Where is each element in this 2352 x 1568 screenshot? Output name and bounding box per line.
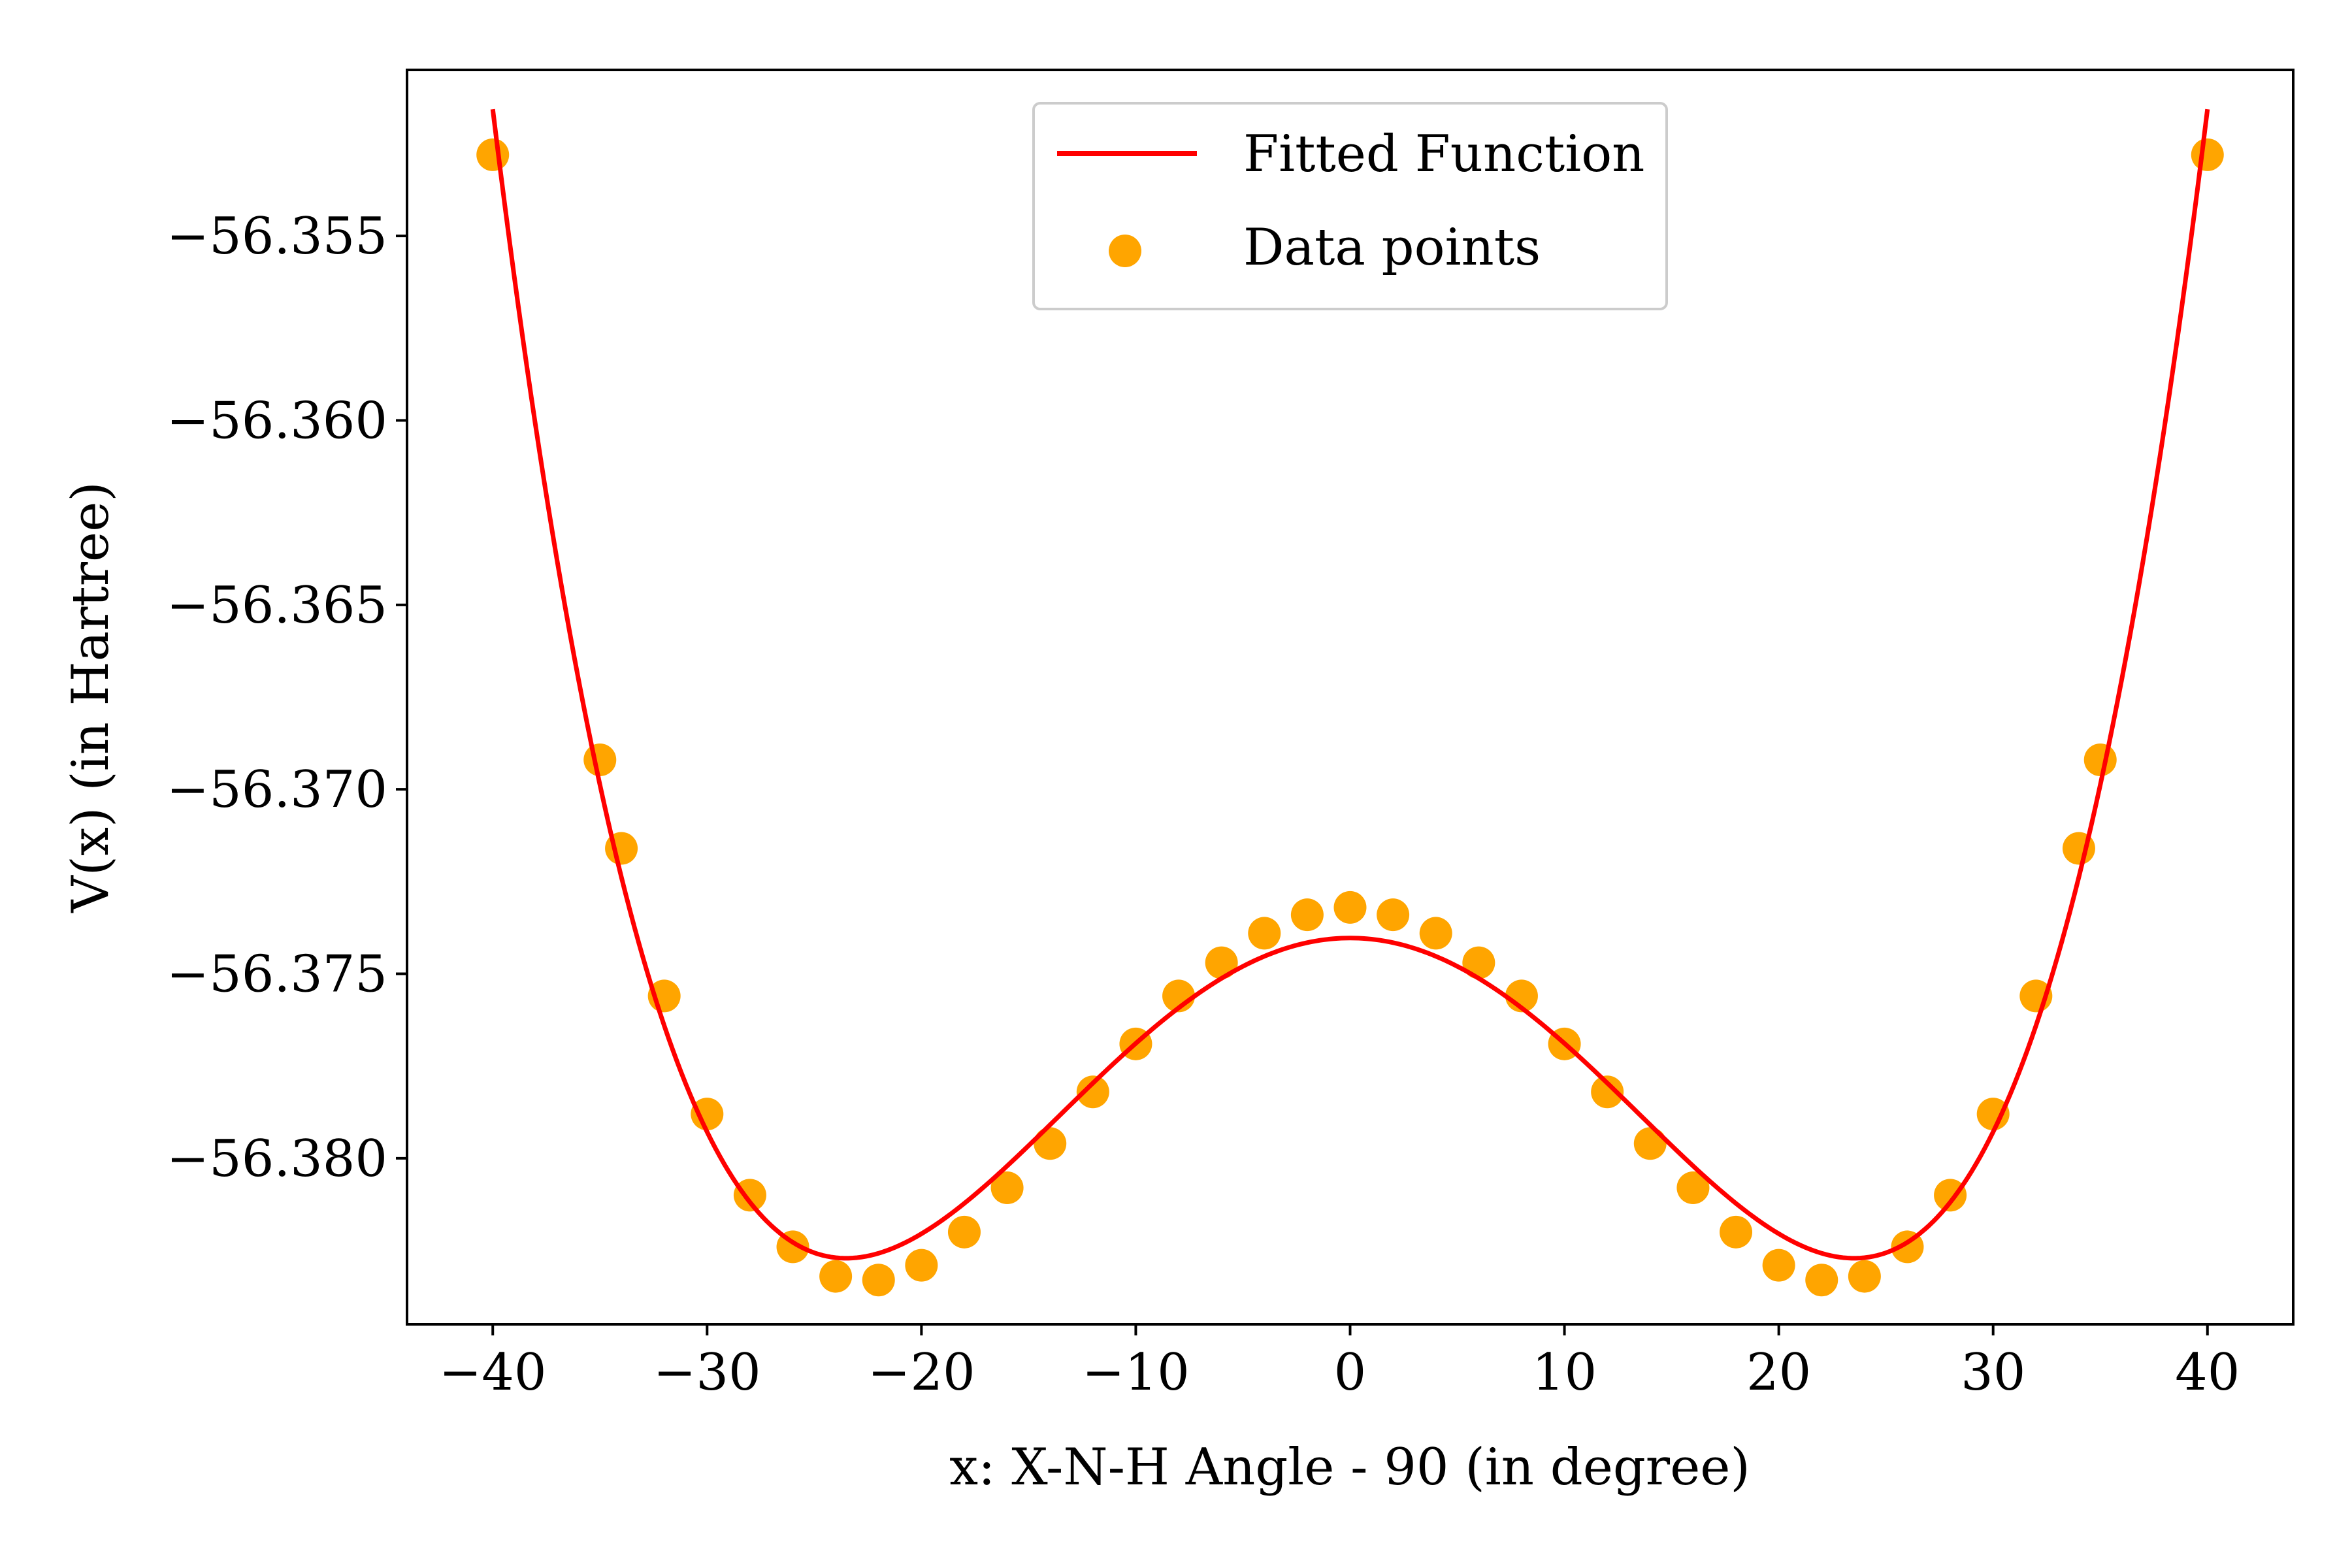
data-point: [691, 1098, 724, 1131]
y-tick-label: −56.355: [167, 207, 387, 266]
plot-frame: [406, 69, 2295, 1326]
data-point: [990, 1171, 1024, 1205]
data-point: [1034, 1127, 1067, 1160]
data-point: [1076, 1075, 1109, 1109]
data-point: [905, 1249, 938, 1282]
y-axis-ticks: −56.355 −56.360 −56.365 −56.370 −56.375 −56.3…: [167, 207, 407, 1188]
legend-data-points-label: Data points: [1243, 218, 1541, 277]
x-tick-label: 30: [1961, 1343, 2025, 1402]
data-point: [1248, 917, 1281, 950]
fitted-function-line: [490, 108, 2210, 1261]
y-tick-label: −56.375: [167, 945, 387, 1004]
y-tick-label: −56.370: [167, 760, 387, 819]
data-point: [2191, 138, 2224, 171]
x-tick-label: −40: [439, 1343, 547, 1402]
data-point: [862, 1264, 895, 1297]
data-point: [1419, 917, 1452, 950]
x-tick-label: 0: [1334, 1343, 1367, 1402]
y-tick-label: −56.365: [167, 576, 387, 635]
x-tick-label: −10: [1082, 1343, 1190, 1402]
data-point: [947, 1215, 981, 1249]
x-tick-label: 20: [1746, 1343, 1811, 1402]
data-point: [1290, 898, 1324, 932]
plot-content: [476, 108, 2224, 1297]
x-tick-label: −30: [653, 1343, 761, 1402]
data-point: [2083, 743, 2117, 776]
x-tick-label: 40: [2175, 1343, 2240, 1402]
legend-data-points-swatch: [1109, 235, 1141, 267]
x-axis-ticks: −40 −30 −20 −10 0 10 20 30 40: [439, 1324, 2240, 1402]
x-axis-label: x: X-N-H Angle - 90 (in degree): [949, 1438, 1750, 1497]
data-point: [1633, 1127, 1667, 1160]
y-tick-label: −56.360: [167, 391, 387, 450]
data-point: [1462, 946, 1495, 979]
legend: Fitted Function Data points: [1032, 102, 1668, 310]
data-point: [1205, 946, 1238, 979]
data-point: [476, 138, 510, 171]
y-tick-label: −56.380: [167, 1130, 387, 1188]
data-point: [583, 743, 617, 776]
x-tick-label: 10: [1532, 1343, 1597, 1402]
data-point: [1720, 1215, 1753, 1249]
data-point: [733, 1179, 766, 1212]
data-point: [1934, 1179, 1967, 1212]
data-point: [1377, 898, 1410, 932]
data-point: [1805, 1264, 1838, 1297]
data-point: [1976, 1098, 2010, 1131]
data-point: [1333, 890, 1367, 924]
y-axis-label: V(x) (in Hartree): [61, 482, 120, 913]
data-point: [819, 1260, 853, 1293]
x-tick-label: −20: [868, 1343, 975, 1402]
data-point: [1848, 1260, 1881, 1293]
legend-fitted-function-label: Fitted Function: [1243, 125, 1644, 184]
data-point: [1591, 1075, 1624, 1109]
data-point: [1676, 1171, 1710, 1205]
data-point: [1762, 1249, 1795, 1282]
